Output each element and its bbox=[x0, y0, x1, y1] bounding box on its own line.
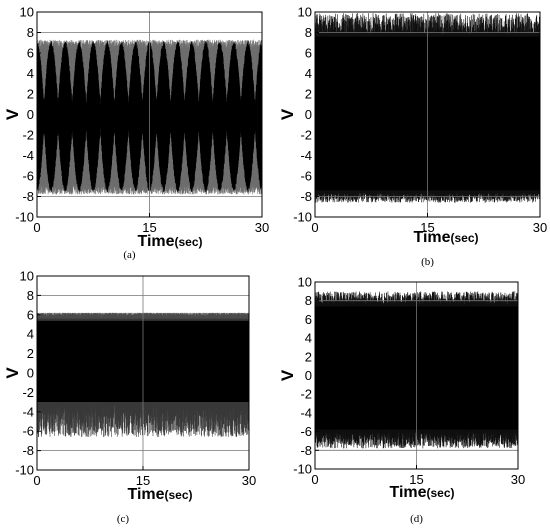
y-tick-label: 10 bbox=[298, 5, 312, 20]
y-tick-label: 8 bbox=[305, 25, 312, 40]
x-tick-label: 0 bbox=[33, 220, 40, 235]
reference-lines bbox=[37, 276, 249, 470]
y-tick-label: 0 bbox=[27, 107, 34, 122]
y-tick-label: -6 bbox=[300, 169, 312, 184]
y-tick-label: -2 bbox=[300, 128, 312, 143]
panel-label: (c) bbox=[117, 513, 130, 525]
reference-lines bbox=[37, 12, 262, 217]
y-tick-label: 6 bbox=[27, 46, 34, 61]
y-tick-label: 4 bbox=[27, 327, 34, 342]
plot-area bbox=[37, 39, 262, 195]
x-tick-label: 30 bbox=[511, 472, 525, 487]
y-tick-label: -2 bbox=[300, 387, 312, 402]
x-tick-label: 15 bbox=[420, 220, 434, 235]
y-tick-label: 10 bbox=[20, 5, 34, 20]
y-tick-label: -2 bbox=[22, 385, 34, 400]
x-tick-label: 15 bbox=[409, 472, 423, 487]
panel-label: (d) bbox=[410, 513, 423, 525]
signal-body bbox=[37, 40, 262, 193]
x-tick-label: 30 bbox=[242, 473, 256, 488]
x-tick-label: 30 bbox=[533, 220, 547, 235]
y-axis-label: V bbox=[3, 108, 22, 120]
y-tick-label: -4 bbox=[22, 148, 34, 163]
chart-panel-1: -10 -8 -6 -4 -2 0 2 4 6 8 10 0 15 30 V Time(sec)(a) bbox=[3, 5, 269, 262]
y-tick-label: -10 bbox=[15, 210, 34, 225]
y-tick-label: 6 bbox=[27, 307, 34, 322]
y-tick-label: 6 bbox=[305, 46, 312, 61]
y-tick-label: 0 bbox=[305, 368, 312, 383]
y-tick-label: 2 bbox=[27, 346, 34, 361]
signal-spikes bbox=[315, 291, 518, 449]
y-axis-label: V bbox=[3, 367, 22, 379]
panel-label: (a) bbox=[123, 249, 136, 261]
chart-panel-3: -10 -8 -6 -4 -2 0 2 4 6 8 10 0 15 30 V Time(sec) (c) bbox=[3, 269, 256, 526]
y-tick-label: 2 bbox=[27, 87, 34, 102]
x-axis-label: Time(sec) bbox=[137, 233, 202, 250]
chart-panel-2: -10 -8 -6 -4 -2 0 2 4 6 8 10 0 15 30 V Time(sec) (b) bbox=[278, 5, 547, 269]
y-tick-label: -8 bbox=[300, 443, 312, 458]
panel-label: (b) bbox=[421, 256, 434, 268]
y-axis-label: V bbox=[278, 108, 297, 120]
y-tick-label: -10 bbox=[293, 210, 312, 225]
y-tick-label: 2 bbox=[305, 87, 312, 102]
y-tick-label: -4 bbox=[300, 405, 312, 420]
y-tick-label: 4 bbox=[27, 66, 34, 81]
y-tick-label: -4 bbox=[300, 148, 312, 163]
reference-lines bbox=[315, 282, 518, 469]
y-tick-label: 6 bbox=[305, 312, 312, 327]
x-axis-label: Time(sec) bbox=[389, 484, 454, 501]
x-tick-label: 30 bbox=[255, 220, 269, 235]
y-tick-label: 0 bbox=[305, 107, 312, 122]
x-tick-label: 0 bbox=[311, 472, 318, 487]
y-tick-label: -2 bbox=[22, 128, 34, 143]
y-tick-label: 0 bbox=[27, 366, 34, 381]
reference-lines bbox=[315, 12, 540, 217]
x-tick-label: 15 bbox=[136, 473, 150, 488]
y-tick-label: 4 bbox=[305, 331, 312, 346]
y-tick-label: -6 bbox=[22, 424, 34, 439]
y-tick-label: 8 bbox=[305, 293, 312, 308]
x-tick-label: 0 bbox=[33, 473, 40, 488]
y-tick-label: -8 bbox=[22, 443, 34, 458]
y-tick-label: -10 bbox=[15, 463, 34, 478]
x-axis-label: Time(sec) bbox=[413, 229, 478, 246]
x-axis-label: Time(sec) bbox=[127, 486, 192, 503]
y-tick-label: -6 bbox=[22, 169, 34, 184]
chart-panel-4: -10 -8 -6 -4 -2 0 2 4 6 8 10 0 15 30 V Time(sec) (d) bbox=[278, 275, 525, 526]
y-tick-label: 2 bbox=[305, 349, 312, 364]
x-tick-label: 0 bbox=[311, 220, 318, 235]
y-tick-label: 10 bbox=[20, 269, 34, 284]
y-tick-label: -6 bbox=[300, 424, 312, 439]
y-tick-label: 8 bbox=[27, 25, 34, 40]
y-tick-label: 4 bbox=[305, 66, 312, 81]
y-tick-label: 8 bbox=[27, 288, 34, 303]
y-tick-label: 10 bbox=[298, 275, 312, 290]
y-tick-label: -4 bbox=[22, 404, 34, 419]
y-tick-label: -8 bbox=[22, 189, 34, 204]
x-tick-label: 15 bbox=[142, 220, 156, 235]
y-tick-label: -10 bbox=[293, 462, 312, 477]
y-tick-label: -8 bbox=[300, 189, 312, 204]
y-axis-label: V bbox=[278, 369, 297, 381]
